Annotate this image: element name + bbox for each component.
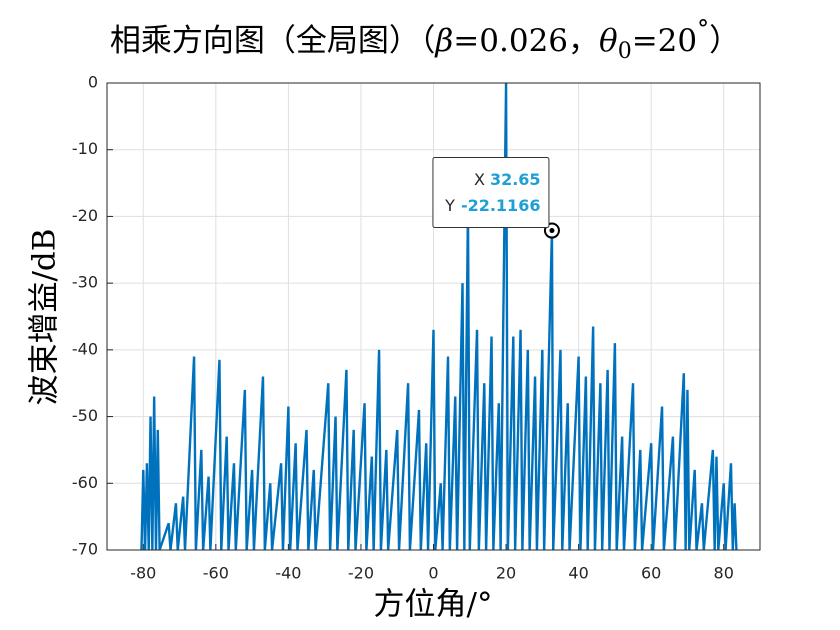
x-tick-label: -80 xyxy=(130,564,156,583)
x-tick-label: 20 xyxy=(496,564,516,583)
y-tick-label: -10 xyxy=(72,139,98,158)
chart-title: 相乘方向图（全局图）（β=0.026，θ0=20°） xyxy=(110,15,740,65)
axes-box xyxy=(106,82,761,551)
y-tick-label: -20 xyxy=(72,206,98,225)
x-tick-label: -40 xyxy=(275,564,301,583)
title-part: ） xyxy=(709,23,740,59)
y-tick-label: -60 xyxy=(72,473,98,492)
y-tick-label: -50 xyxy=(72,406,98,425)
title-part: 0 xyxy=(618,39,632,64)
datatip-x-value: 32.65 xyxy=(490,170,541,189)
title-part: 相乘方向图（全局图）（ xyxy=(110,23,436,59)
datatip-x-label: X xyxy=(474,170,485,189)
title-part: =20 xyxy=(632,23,697,59)
title-part: =0.026， xyxy=(453,23,599,59)
x-tick-label: 80 xyxy=(714,564,734,583)
datatip-y-label: Y xyxy=(444,196,455,215)
y-tick-label: 0 xyxy=(88,73,98,92)
datatip-dot xyxy=(549,228,555,234)
y-tick-label: -70 xyxy=(72,540,98,559)
y-tick-label: -30 xyxy=(72,273,98,292)
title-part: θ xyxy=(599,23,618,59)
x-tick-label: -20 xyxy=(348,564,374,583)
datatip-y-value: -22.1166 xyxy=(461,196,541,215)
title-part: ° xyxy=(697,15,709,43)
datatip-box xyxy=(432,157,550,229)
y-tick-label: -40 xyxy=(72,339,98,358)
x-axis-label: 方位角/° xyxy=(374,587,493,623)
x-tick-label: -60 xyxy=(203,564,229,583)
x-tick-label: 60 xyxy=(641,564,661,583)
line-series xyxy=(140,83,738,550)
title-part: β xyxy=(434,23,453,59)
x-tick-label: 0 xyxy=(428,564,438,583)
x-tick-label: 40 xyxy=(568,564,588,583)
y-axis-label: 波束增益/dB xyxy=(27,228,63,405)
